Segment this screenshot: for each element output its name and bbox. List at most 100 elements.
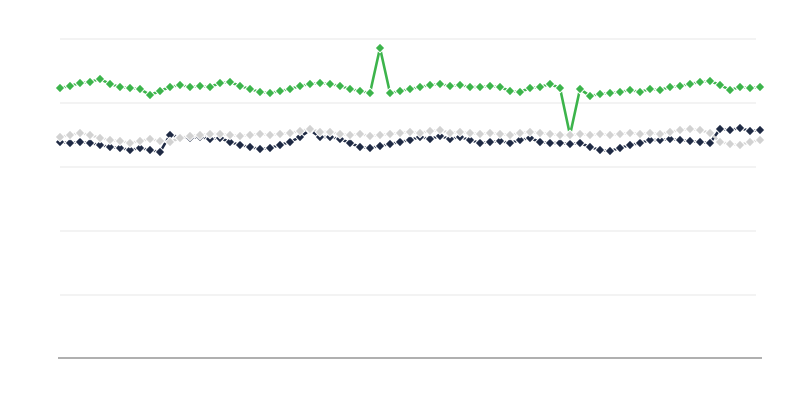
series-navy-marker bbox=[654, 134, 666, 146]
series-gray-marker bbox=[54, 131, 66, 143]
series-gray-marker bbox=[64, 129, 76, 141]
series-navy-marker bbox=[294, 131, 306, 143]
series-navy-marker bbox=[374, 140, 386, 152]
series-gray-marker bbox=[244, 129, 256, 141]
series-green-marker bbox=[214, 77, 226, 89]
series-navy-marker bbox=[754, 124, 766, 136]
series-green-marker bbox=[124, 82, 136, 94]
series-green-marker bbox=[74, 77, 86, 89]
series-green-marker bbox=[704, 75, 716, 87]
series-green-marker bbox=[394, 85, 406, 97]
series-navy-marker bbox=[514, 134, 526, 146]
series-navy-marker bbox=[564, 138, 576, 150]
series-gray-marker bbox=[584, 129, 596, 141]
series-gray-marker bbox=[394, 127, 406, 139]
series-gray-marker bbox=[474, 128, 486, 140]
series-navy-marker bbox=[624, 139, 636, 151]
series-navy-marker bbox=[244, 141, 256, 153]
series-navy-marker bbox=[644, 134, 656, 146]
series-green-marker bbox=[94, 73, 106, 85]
series-navy-marker bbox=[494, 135, 506, 147]
series-gray-marker bbox=[154, 135, 166, 147]
series-green-marker bbox=[314, 77, 326, 89]
series-navy-marker bbox=[594, 144, 606, 156]
series-gray-marker bbox=[564, 129, 576, 141]
series-navy-marker bbox=[254, 143, 266, 155]
series-navy-marker bbox=[394, 136, 406, 148]
series-navy-marker bbox=[344, 137, 356, 149]
series-green-marker bbox=[624, 84, 636, 96]
series-gray-marker bbox=[74, 127, 86, 139]
series-navy-marker bbox=[554, 137, 566, 149]
series-green-marker bbox=[614, 86, 626, 98]
series-gray-marker bbox=[84, 129, 96, 141]
series-green-marker bbox=[404, 83, 416, 95]
series-green-marker bbox=[294, 80, 306, 92]
series-green-marker bbox=[684, 78, 696, 90]
series-navy-marker bbox=[634, 137, 646, 149]
series-gray-marker bbox=[364, 130, 376, 142]
series-gray-marker bbox=[614, 128, 626, 140]
series-navy-marker bbox=[734, 122, 746, 134]
series-green-marker bbox=[724, 84, 736, 96]
series-gray-marker bbox=[684, 123, 696, 135]
series-green-marker bbox=[144, 89, 156, 101]
series-green-marker bbox=[694, 76, 706, 88]
series-green bbox=[54, 42, 766, 141]
series-gray-marker bbox=[514, 127, 526, 139]
series-navy-marker bbox=[94, 139, 106, 151]
series-gray bbox=[54, 123, 766, 151]
series-gray-marker bbox=[624, 127, 636, 139]
series-gray-marker bbox=[274, 128, 286, 140]
series-gray-marker bbox=[414, 127, 426, 139]
series-navy-marker bbox=[574, 137, 586, 149]
series-gray-marker bbox=[674, 124, 686, 136]
series-navy-marker bbox=[404, 134, 416, 146]
series-gray-marker bbox=[604, 129, 616, 141]
series-gray-marker bbox=[334, 128, 346, 140]
series-green-marker bbox=[134, 83, 146, 95]
series-navy-marker bbox=[84, 137, 96, 149]
series-gray-marker bbox=[494, 128, 506, 140]
series-gray-marker bbox=[734, 139, 746, 151]
series-navy-marker bbox=[364, 142, 376, 154]
series-green-marker bbox=[494, 81, 506, 93]
series-gray-marker bbox=[504, 129, 516, 141]
series-green-marker bbox=[584, 90, 596, 102]
series-gray-marker bbox=[324, 126, 336, 138]
series-green-marker bbox=[474, 81, 486, 93]
series-navy-marker bbox=[464, 134, 476, 146]
series-gray-marker bbox=[754, 134, 766, 146]
series-green-marker bbox=[204, 81, 216, 93]
series-green-marker bbox=[744, 82, 756, 94]
series-green-marker bbox=[64, 80, 76, 92]
series-gray-marker bbox=[304, 123, 316, 135]
series-navy-marker bbox=[674, 134, 686, 146]
series-green-marker bbox=[334, 80, 346, 92]
series-green-marker bbox=[414, 81, 426, 93]
series-gray-marker bbox=[264, 129, 276, 141]
series-green-marker bbox=[244, 83, 256, 95]
series-green-marker bbox=[364, 87, 376, 99]
series-gray-marker bbox=[374, 129, 386, 141]
series-gray-marker bbox=[434, 124, 446, 136]
series-green-marker bbox=[344, 83, 356, 95]
series-gray-marker bbox=[174, 132, 186, 144]
series-green-marker bbox=[484, 80, 496, 92]
series-green-marker bbox=[714, 79, 726, 91]
series-gray-marker bbox=[524, 126, 536, 138]
series-navy-marker bbox=[524, 132, 536, 144]
series-green-marker bbox=[554, 82, 566, 94]
series-navy-marker bbox=[354, 141, 366, 153]
series-green-marker bbox=[594, 88, 606, 100]
series-navy-marker bbox=[744, 125, 756, 137]
series-gray-marker bbox=[234, 130, 246, 142]
series-navy-marker bbox=[274, 139, 286, 151]
series-navy-marker bbox=[444, 133, 456, 145]
series-green-marker bbox=[284, 83, 296, 95]
series-navy-marker bbox=[474, 137, 486, 149]
series-green-marker bbox=[224, 76, 236, 88]
series-gray-marker bbox=[144, 133, 156, 145]
series-gray-marker bbox=[134, 135, 146, 147]
